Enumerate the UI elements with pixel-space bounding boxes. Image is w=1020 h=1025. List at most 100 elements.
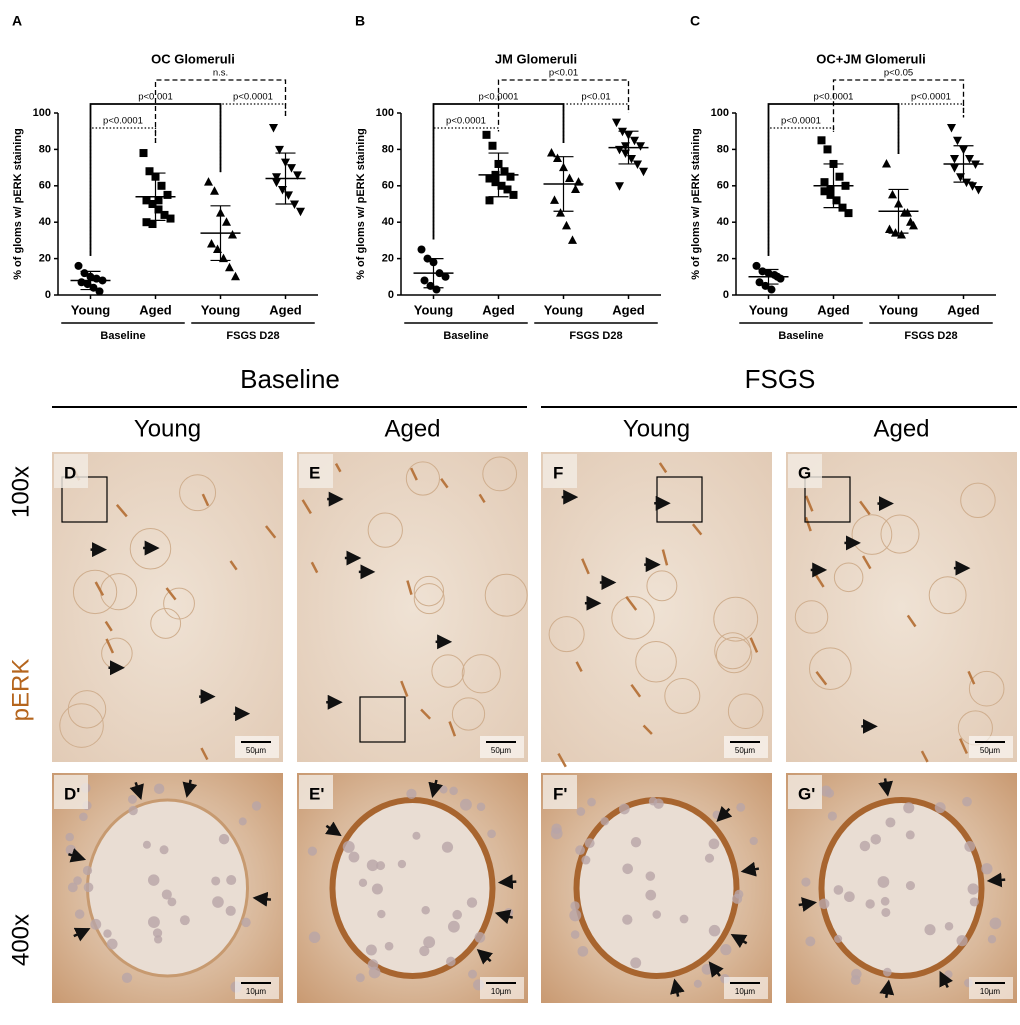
arrow <box>252 891 272 907</box>
data-point <box>826 190 835 199</box>
data-point <box>290 200 299 209</box>
arrow <box>939 970 953 988</box>
p-value: p<0.0001 <box>103 116 143 127</box>
data-point <box>142 218 151 227</box>
nucleus <box>218 833 230 845</box>
glomerulus <box>714 632 752 670</box>
data-point <box>820 178 829 187</box>
p-value: p<0.0001 <box>233 92 273 103</box>
data-point <box>509 190 518 199</box>
data-point <box>506 172 515 181</box>
nucleus <box>90 918 102 930</box>
panel-label: B <box>355 13 365 29</box>
nucleus <box>83 882 94 893</box>
nucleus <box>342 840 355 853</box>
stained-tubule <box>334 462 342 473</box>
nucleus <box>365 944 377 956</box>
data-point <box>482 130 491 139</box>
data-point <box>287 164 296 173</box>
data-point <box>485 196 494 205</box>
p-value: p<0.0001 <box>781 116 821 127</box>
nucleus <box>987 935 997 944</box>
arrow <box>68 848 87 863</box>
glomerulus <box>573 797 740 979</box>
significance-bracket <box>89 127 157 256</box>
nucleus <box>801 877 811 887</box>
glomerulus <box>715 636 753 674</box>
nucleus <box>584 838 595 849</box>
arrow <box>497 874 517 890</box>
stained-tubule <box>478 493 486 504</box>
data-point <box>157 181 166 190</box>
nucleus <box>844 891 855 903</box>
y-tick-label: 0 <box>45 289 51 301</box>
nucleus <box>652 910 662 919</box>
significance-bracket <box>432 127 500 240</box>
y-tick-label: 40 <box>382 216 394 228</box>
nucleus <box>679 914 689 924</box>
nucleus <box>384 941 394 951</box>
panel-label: A <box>12 13 22 29</box>
nucleus <box>366 859 379 872</box>
nucleus <box>570 930 580 939</box>
significance-bracket <box>154 79 287 144</box>
p-value: p<0.01 <box>549 68 578 79</box>
data-point <box>148 220 157 229</box>
nucleus <box>825 788 835 798</box>
nucleus <box>600 816 610 826</box>
data-point <box>953 136 962 146</box>
scalebar-label: 10µm <box>980 987 1001 996</box>
p-value: p<0.01 <box>581 92 610 103</box>
data-point <box>166 214 175 223</box>
y-tick-label: 40 <box>39 216 51 228</box>
stained-tubule <box>642 724 653 735</box>
nucleus <box>412 831 421 840</box>
data-point <box>621 149 630 159</box>
nucleus <box>708 838 720 850</box>
nucleus <box>693 979 702 988</box>
glomerulus <box>413 583 445 615</box>
nucleus <box>736 802 746 812</box>
y-tick-label: 100 <box>376 107 394 119</box>
nucleus <box>944 921 954 931</box>
panel-label-bg <box>788 454 822 488</box>
y-tick-label: 0 <box>723 289 729 301</box>
nucleus <box>439 785 448 794</box>
nucleus <box>885 817 896 828</box>
data-point <box>571 184 580 193</box>
nucleus <box>850 975 861 985</box>
y-tick-label: 80 <box>382 143 394 155</box>
glomerulus <box>367 512 403 548</box>
stained-tubule <box>749 637 759 653</box>
data-point <box>503 185 512 194</box>
nucleus <box>704 853 715 863</box>
data-point <box>491 178 500 187</box>
nucleus <box>882 967 892 977</box>
y-axis-label: % of gloms w/ pERK staining <box>690 128 702 280</box>
nucleus <box>226 874 237 886</box>
data-point <box>974 185 983 195</box>
chart-title: OC+JM Glomeruli <box>816 51 925 66</box>
glomerulus <box>59 703 104 748</box>
stained-tubule <box>105 638 115 654</box>
stained-tubule <box>861 555 872 570</box>
scalebar-label: 50µm <box>980 746 1001 755</box>
y-axis-label: % of gloms w/ pERK staining <box>12 128 24 280</box>
nucleus <box>251 801 262 811</box>
data-point <box>844 209 853 218</box>
nucleus <box>148 916 160 929</box>
nucleus <box>962 796 972 807</box>
glomerulus <box>808 647 852 690</box>
arrow <box>879 979 895 998</box>
data-point <box>225 262 234 272</box>
arrow <box>740 861 760 877</box>
data-point <box>615 182 624 191</box>
stained-tubule <box>201 493 210 507</box>
condition-label: FSGS <box>745 364 816 394</box>
data-point <box>826 185 835 194</box>
significance-bracket <box>897 103 965 154</box>
stained-tubule <box>959 738 968 755</box>
nucleus <box>648 797 658 806</box>
significance-bracket <box>219 103 287 173</box>
